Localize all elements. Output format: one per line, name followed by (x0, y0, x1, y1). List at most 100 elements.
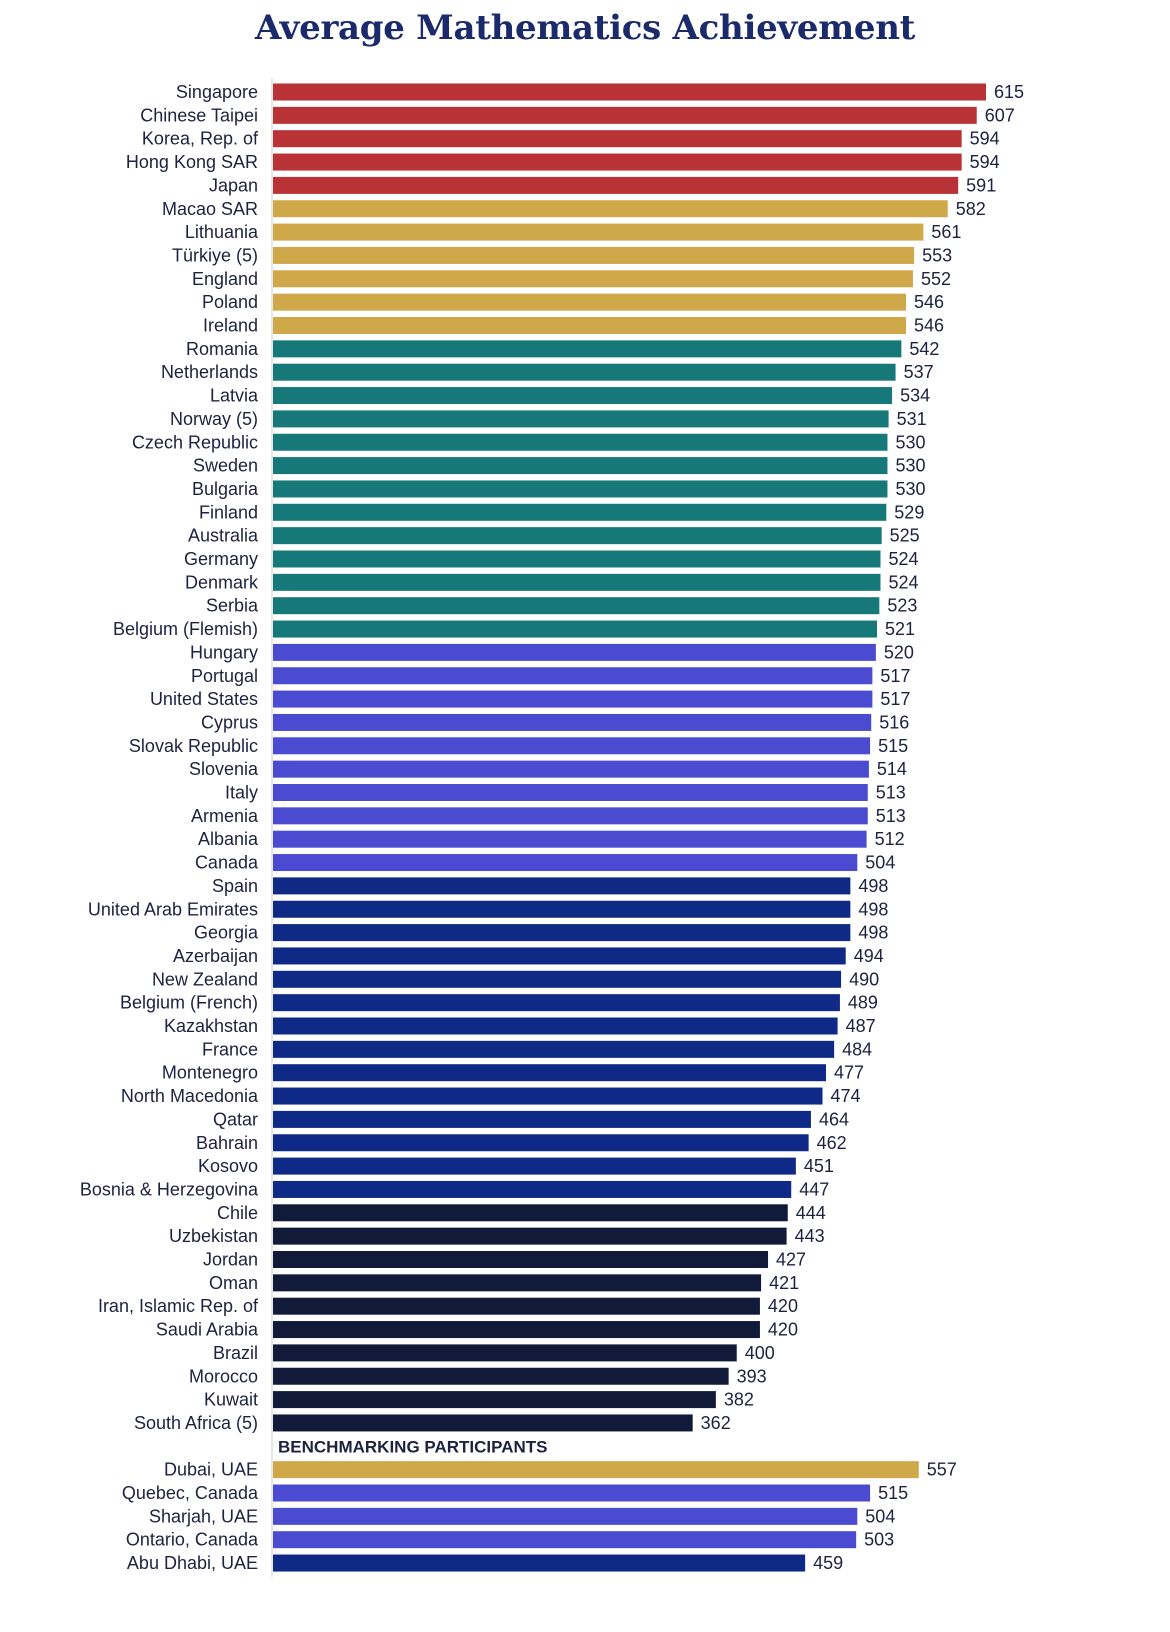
country-category-label: Norway (5) (170, 409, 258, 429)
country-value-label: 524 (889, 572, 919, 592)
benchmark-value-label: 557 (927, 1460, 957, 1480)
benchmark-bar (273, 1507, 858, 1525)
country-bar (273, 293, 906, 311)
country-bar (273, 947, 846, 965)
country-category-label: North Macedonia (121, 1086, 259, 1106)
country-category-label: Netherlands (161, 362, 258, 382)
country-bar (273, 83, 986, 101)
country-bar (273, 1134, 809, 1152)
country-category-label: Bosnia & Herzegovina (80, 1179, 259, 1199)
country-category-label: Belgium (French) (120, 993, 258, 1013)
country-bar (273, 410, 889, 428)
country-bar (273, 1064, 827, 1082)
country-bar (273, 503, 887, 521)
country-category-label: Czech Republic (132, 432, 258, 452)
country-value-label: 494 (854, 946, 884, 966)
country-bar (273, 363, 896, 381)
country-category-label: Uzbekistan (169, 1226, 258, 1246)
country-bar (273, 877, 851, 895)
country-category-label: United Arab Emirates (88, 899, 258, 919)
country-value-label: 591 (966, 175, 996, 195)
country-bar (273, 317, 906, 334)
country-category-label: Türkiye (5) (172, 245, 258, 265)
country-bar (273, 1391, 716, 1409)
country-bar (273, 1110, 811, 1128)
country-category-label: Bahrain (196, 1133, 258, 1153)
country-category-label: Australia (188, 526, 259, 546)
benchmark-category-label: Sharjah, UAE (149, 1506, 258, 1526)
country-category-label: England (192, 269, 258, 289)
country-category-label: Kuwait (204, 1390, 258, 1410)
country-category-label: Kazakhstan (164, 1016, 258, 1036)
country-category-label: Kosovo (198, 1156, 258, 1176)
country-bar (273, 713, 872, 731)
country-bar (273, 1204, 788, 1222)
country-bar (273, 246, 915, 264)
country-category-label: New Zealand (152, 969, 258, 989)
country-category-label: South Africa (5) (134, 1413, 258, 1433)
country-bar (273, 527, 882, 545)
country-value-label: 534 (900, 386, 930, 406)
country-value-label: 524 (889, 549, 919, 569)
country-category-label: Hungary (190, 642, 258, 662)
country-category-label: Canada (195, 853, 259, 873)
country-value-label: 513 (876, 783, 906, 803)
country-bar (273, 1157, 796, 1175)
benchmark-bar (273, 1461, 919, 1479)
country-category-label: Georgia (194, 923, 259, 943)
country-bar (273, 223, 924, 241)
country-value-label: 537 (904, 362, 934, 382)
country-value-label: 464 (819, 1109, 849, 1129)
country-value-label: 420 (768, 1296, 798, 1316)
country-value-label: 542 (909, 339, 939, 359)
country-category-label: Albania (198, 829, 259, 849)
benchmark-category-label: Quebec, Canada (122, 1483, 259, 1503)
country-category-label: Sweden (193, 456, 258, 476)
country-value-label: 421 (769, 1273, 799, 1293)
country-category-label: Poland (202, 292, 258, 312)
country-bar (273, 1414, 693, 1432)
country-bar (273, 1274, 762, 1292)
country-bar (273, 784, 868, 801)
country-category-label: Montenegro (162, 1063, 258, 1083)
country-value-label: 607 (985, 105, 1015, 125)
country-value-label: 484 (842, 1039, 872, 1059)
country-bar (273, 433, 888, 451)
benchmark-category-label: Ontario, Canada (126, 1530, 259, 1550)
country-category-label: Qatar (213, 1109, 258, 1129)
country-value-label: 561 (931, 222, 961, 242)
country-bar (273, 153, 962, 171)
country-bar (273, 830, 867, 848)
country-bar (273, 807, 868, 825)
country-value-label: 490 (849, 969, 879, 989)
country-value-label: 451 (804, 1156, 834, 1176)
country-bar (273, 597, 880, 615)
country-category-label: Korea, Rep. of (142, 129, 259, 149)
country-value-label: 517 (880, 689, 910, 709)
country-bar (273, 760, 869, 778)
country-bar (273, 387, 893, 405)
country-category-label: Iran, Islamic Rep. of (98, 1296, 259, 1316)
country-bar (273, 550, 881, 568)
country-bar (273, 900, 851, 918)
country-category-label: Italy (225, 783, 258, 803)
country-bar (273, 854, 858, 872)
country-bar (273, 1040, 835, 1058)
country-value-label: 487 (846, 1016, 876, 1036)
country-bar (273, 1251, 769, 1268)
benchmark-section-label: BENCHMARKING PARTICIPANTS (278, 1437, 547, 1456)
country-category-label: Slovenia (189, 759, 259, 779)
country-value-label: 520 (884, 642, 914, 662)
country-value-label: 382 (724, 1390, 754, 1410)
country-value-label: 521 (885, 619, 915, 639)
country-value-label: 489 (848, 993, 878, 1013)
benchmark-value-label: 503 (864, 1530, 894, 1550)
country-value-label: 504 (865, 853, 895, 873)
country-bar (273, 1180, 792, 1198)
country-bar (273, 690, 873, 708)
country-bar (273, 200, 948, 218)
country-value-label: 513 (876, 806, 906, 826)
benchmark-value-label: 504 (865, 1506, 895, 1526)
benchmark-bar (273, 1484, 871, 1502)
country-category-label: Armenia (191, 806, 259, 826)
